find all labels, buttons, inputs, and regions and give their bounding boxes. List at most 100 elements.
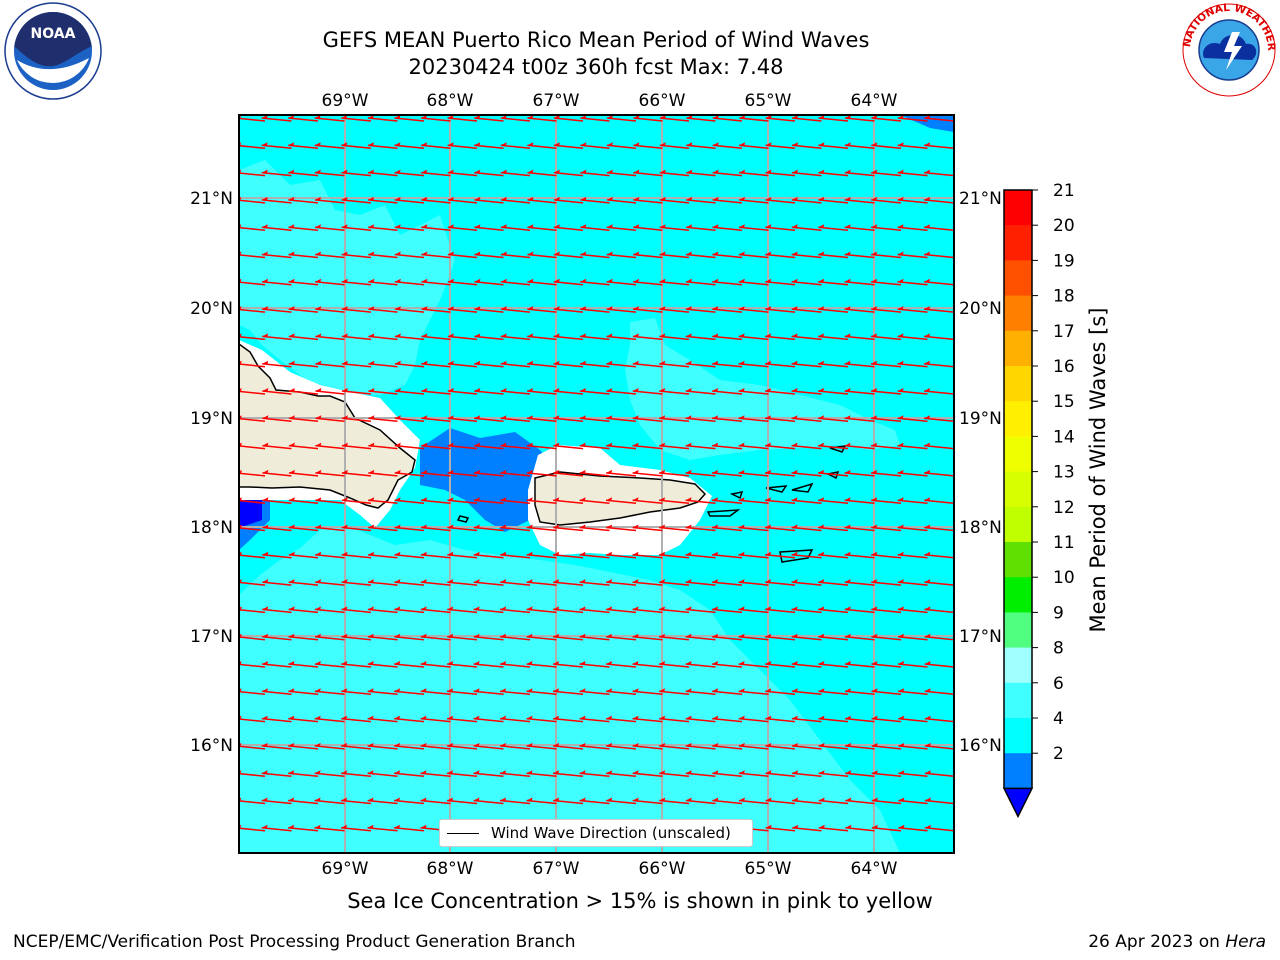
wave-arrow-head [262,469,269,474]
wave-arrow-head [580,333,587,338]
wave-arrow-head [659,196,666,201]
wave-arrow-head [659,415,666,420]
wave-arrow-head [791,715,798,720]
wave-arrow-head [262,661,269,665]
wave-arrow-head [553,333,560,338]
wave-arrow-head [659,278,666,283]
wave-arrow-head [818,469,825,474]
wave-arrow-head [897,306,904,311]
wave-arrow-head [394,169,401,174]
wave-region-lt2-west [239,500,262,528]
wave-arrow-head [685,333,692,338]
wave-arrow-head [288,688,295,693]
wave-arrow-head [844,251,851,256]
wave-arrow-head [288,579,295,584]
wave-arrow-head [474,333,481,338]
lon-label: 67°W [533,91,580,111]
wave-arrow-head [924,551,931,556]
wave-arrow-head [341,579,348,584]
wave-arrow-head [420,742,427,747]
wave-arrow-head [368,333,375,338]
wave-arrow-head [474,142,481,147]
wave-arrow-head [632,579,639,584]
wave-arrow-head [474,169,481,174]
wave-arrow-head [765,633,772,638]
wave-arrow-head [685,797,692,802]
wave-arrow-head [553,633,560,638]
wave-arrow-head [712,633,719,638]
colorbar-segment [1004,366,1032,402]
wave-arrow-head [394,196,401,201]
wave-arrow-head [261,169,268,174]
wave-arrow-head [262,633,269,638]
wave-arrow-head [314,196,321,201]
wave-arrow-head [394,688,401,693]
wave-arrow-head [712,224,719,229]
wave-arrow-head [394,824,401,829]
wave-arrow-head [633,169,640,174]
wave-arrow-head [685,251,692,256]
wave-arrow-head [315,497,322,502]
wave-arrow-head [262,388,269,392]
wave-arrow-head [341,524,348,529]
wave-arrow-head [474,251,481,256]
wave-arrow-head [765,251,772,256]
wave-arrow-head [659,797,666,802]
wave-arrow-head [632,469,639,474]
wave-arrow-head [474,388,481,392]
wave-arrow-head [473,606,480,611]
wave-arrow-head [632,497,639,502]
wave-arrow-head [341,388,348,392]
noaa-logo-text: NOAA [31,26,76,42]
wave-arrow-head [632,415,639,420]
wave-arrow-head [924,142,931,147]
wave-arrow-head [447,196,454,201]
wave-arrow-head [579,388,586,392]
colorbar-tick-label: 6 [1053,674,1064,694]
wave-arrow-head [765,770,772,775]
wave-arrow-head [394,633,401,638]
wave-arrow-head [712,579,719,584]
wave-arrow-head [897,169,904,174]
wave-arrow-head [288,633,295,638]
wave-arrow-head [288,388,295,392]
wave-arrow-head [368,415,375,420]
lon-label: 64°W [851,91,898,111]
wave-arrow-head [341,306,348,311]
wave-arrow-head [897,469,904,474]
wave-arrow-head [420,770,427,775]
wave-arrow-head [924,224,931,229]
wave-arrow-head [261,142,268,147]
lon-label: 65°W [745,859,792,879]
wind-wave-direction-arrows [239,115,954,832]
wave-arrow-head [712,606,719,611]
wave-arrow-head [659,360,666,365]
wave-arrow-head [871,715,878,720]
wave-arrow-head [315,251,322,256]
wave-arrow-head [871,579,878,584]
wave-arrow-head [420,524,427,529]
wave-arrow-head [447,360,454,365]
wave-arrow-head [791,661,798,665]
wave-arrow-head [314,742,321,747]
wave-arrow-head [394,415,401,420]
wave-arrow-head [738,742,745,747]
wave-arrow-head [394,742,401,747]
wave-arrow-head [579,797,586,802]
wave-arrow-head [474,306,481,311]
wave-arrow-head [262,551,269,556]
lon-label: 67°W [533,859,580,879]
wave-arrow-head [473,715,480,720]
wave-arrow-head [500,278,507,283]
wave-arrow-head [818,224,825,229]
wave-arrow-head [606,579,613,584]
wave-arrow-head [818,579,825,584]
wave-arrow-head [844,278,851,283]
colorbar-segment [1004,436,1032,473]
wave-arrow-head [712,306,719,311]
wave-arrow-head [898,770,905,775]
wave-arrow-head [579,633,586,638]
wave-arrow-head [924,360,931,365]
wave-arrow-head [368,306,375,311]
wave-arrow-head [368,196,375,201]
